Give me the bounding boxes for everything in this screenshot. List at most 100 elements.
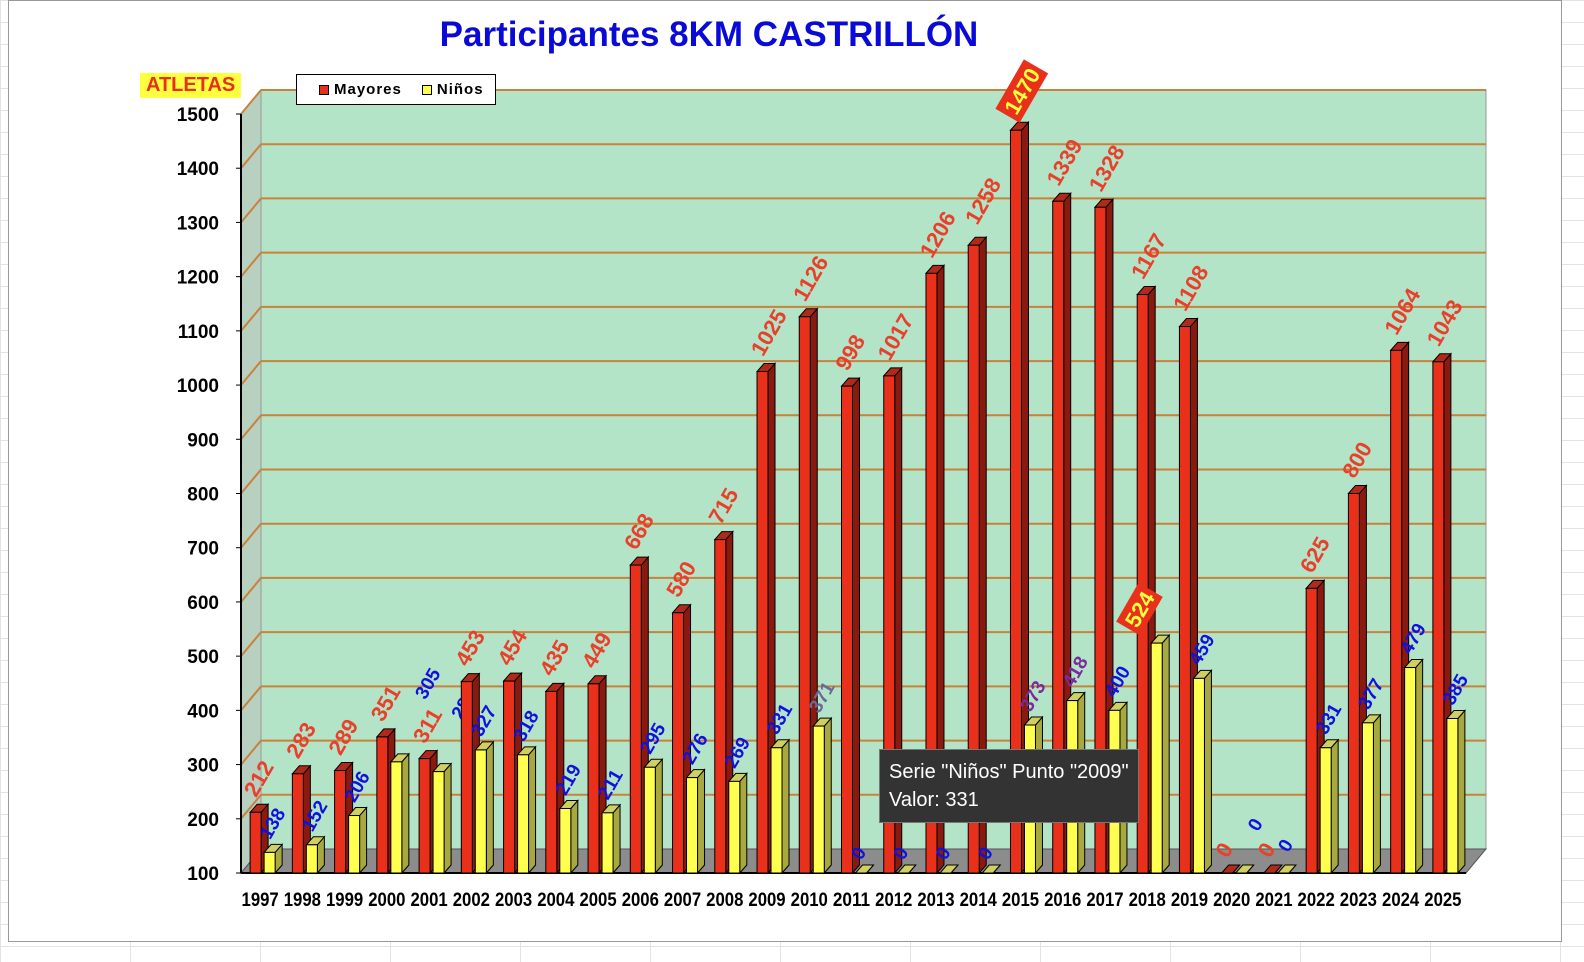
bar-mayores	[967, 244, 980, 874]
bar-mayores-top	[1220, 864, 1241, 874]
data-label-box	[1116, 582, 1163, 636]
y-tick-label: 1200	[177, 268, 219, 289]
x-tick-label: 2001	[410, 890, 448, 911]
y-tick-label: 1100	[178, 322, 219, 343]
bar-mayores	[1009, 129, 1022, 874]
bar-mayores	[883, 375, 896, 874]
y-tick-label: 700	[187, 539, 219, 560]
bar-ninos	[1361, 722, 1374, 874]
bar-ninos	[474, 749, 487, 874]
gridline-side	[240, 468, 262, 495]
bar-ninos	[517, 754, 530, 874]
y-tick-label: 200	[187, 810, 219, 831]
x-tick-label: 2018	[1129, 890, 1166, 911]
x-tick-label: 2011	[833, 890, 871, 911]
bar-ninos-top	[1234, 864, 1255, 874]
bar-mayores	[629, 564, 642, 874]
bar-ninos-side	[739, 772, 748, 875]
bar-mayores	[587, 683, 600, 874]
gridline-side	[240, 631, 262, 657]
bar-mayores	[1305, 587, 1318, 874]
bar-ninos-side	[401, 752, 410, 875]
y-tick-label: 600	[187, 593, 219, 614]
y-tick-label: 1500	[177, 105, 219, 126]
gridline-side	[240, 252, 262, 278]
x-tick-label: 2015	[1002, 890, 1040, 911]
bar-ninos	[770, 747, 783, 874]
legend[interactable]: Mayores Niños	[296, 74, 496, 105]
x-tick-label: 2005	[579, 890, 617, 911]
bar-ninos	[559, 807, 572, 874]
bar-mayores	[1432, 361, 1445, 874]
bar-mayores	[1390, 349, 1403, 874]
bar-ninos-side	[528, 745, 537, 875]
x-tick-label: 2010	[791, 890, 828, 911]
bar-ninos	[728, 780, 741, 874]
gridline-side	[240, 523, 262, 549]
bar-ninos	[1150, 642, 1163, 874]
y-tick-label: 100	[187, 864, 219, 885]
bar-ninos-side	[485, 740, 494, 875]
bar-mayores	[545, 690, 558, 874]
legend-swatch	[421, 84, 432, 95]
bar-mayores	[291, 773, 304, 874]
x-tick-label: 1998	[284, 890, 321, 911]
x-tick-label: 2002	[453, 890, 490, 911]
bar-mayores	[460, 681, 473, 874]
gridline-side	[240, 306, 262, 332]
bar-ninos	[305, 844, 318, 874]
bar-mayores-side	[852, 376, 860, 875]
x-tick-label: 2004	[537, 890, 575, 911]
bar-mayores	[376, 736, 389, 874]
bar-mayores	[1094, 206, 1107, 874]
bar-ninos-side	[443, 762, 452, 875]
legend-swatch	[319, 84, 329, 95]
bar-mayores	[418, 758, 431, 874]
y-tick-label: 400	[187, 701, 219, 722]
chart-container[interactable]: 100 200 300 400 500 600 700 800 900 1000 1100 1200 1…	[8, 0, 1562, 942]
chart-plot: 100 200 300 400 500 600 700 800 900 1000 1100 1200 1…	[177, 59, 1488, 911]
bar-ninos-side	[570, 799, 579, 875]
bar-ninos-top	[854, 864, 875, 874]
bar-ninos	[1404, 667, 1417, 874]
y-tick-label: 1000	[177, 376, 219, 397]
bar-mayores	[841, 385, 853, 874]
bar-ninos-side	[781, 738, 790, 875]
bar-ninos-side	[1457, 709, 1466, 875]
bar-ninos	[1446, 717, 1459, 874]
bar-ninos-side	[654, 757, 663, 875]
legend-label: Mayores	[334, 81, 402, 98]
y-tick-label: 900	[187, 430, 219, 451]
y-tick-label: 800	[187, 485, 219, 506]
bar-ninos	[686, 777, 699, 874]
bar-mayores	[334, 770, 347, 874]
bar-ninos-top	[981, 864, 1002, 874]
gridline-side	[240, 414, 262, 440]
bar-ninos	[643, 766, 656, 874]
gridline-side	[240, 143, 262, 169]
x-tick-label: 2014	[960, 890, 998, 911]
bar-ninos-side	[1372, 713, 1381, 875]
legend-item-ninos: Niños	[421, 81, 484, 98]
bar-mayores	[756, 371, 769, 874]
x-tick-label: 2000	[368, 890, 405, 911]
bar-ninos	[812, 725, 825, 874]
y-tick-label: 1300	[177, 213, 219, 234]
x-tick-label: 2017	[1086, 890, 1123, 911]
x-tick-label: 2008	[706, 890, 743, 911]
bar-mayores	[714, 539, 727, 874]
tooltip-value: Valor: 331	[889, 789, 979, 811]
bar-ninos-top	[896, 864, 917, 874]
bar-ninos	[1192, 677, 1205, 874]
x-tick-label: 2003	[495, 890, 532, 911]
gridline-side	[240, 197, 262, 224]
x-tick-label: 2025	[1424, 890, 1462, 911]
bar-mayores	[925, 272, 938, 874]
bar-ninos-side	[1415, 658, 1424, 875]
x-tick-label: 2019	[1171, 890, 1208, 911]
bar-ninos-side	[823, 716, 832, 875]
bar-ninos-side	[612, 803, 621, 875]
bar-mayores	[1052, 200, 1065, 874]
legend-label: Niños	[436, 81, 484, 98]
y-axis-label: ATLETAS	[140, 73, 242, 98]
